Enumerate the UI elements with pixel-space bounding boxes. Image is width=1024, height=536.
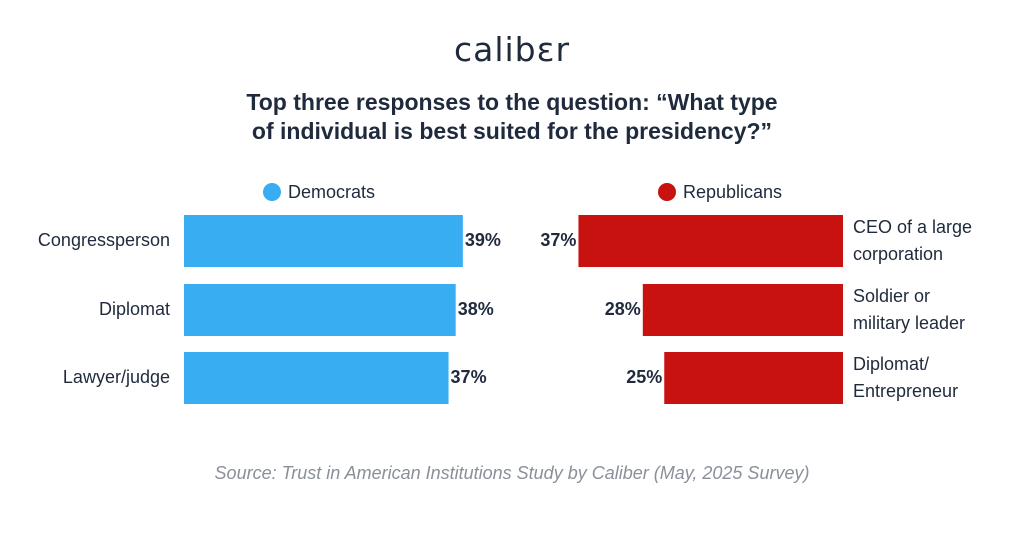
chart-title-line-1: Top three responses to the question: “Wh… <box>246 89 778 115</box>
category-label-republicans: corporation <box>853 244 943 264</box>
legend-marker-republicans <box>658 183 676 201</box>
bar-democrats <box>184 352 449 404</box>
value-label-republicans: 37% <box>540 230 576 250</box>
bar-republicans <box>578 215 843 267</box>
category-label-republicans: military leader <box>853 313 965 333</box>
value-label-democrats: 38% <box>458 299 494 319</box>
chart-title: Top three responses to the question: “Wh… <box>0 88 1024 146</box>
bar-republicans <box>664 352 843 404</box>
category-label-democrats: Diplomat <box>99 299 170 319</box>
category-label-republicans: CEO of a large <box>853 217 972 237</box>
category-label-democrats: Lawyer/judge <box>63 367 170 387</box>
legend-marker-democrats <box>263 183 281 201</box>
source-note: Source: Trust in American Institutions S… <box>214 463 810 483</box>
bar-republicans <box>642 284 843 336</box>
chart-title-line-2: of individual is best suited for the pre… <box>251 118 773 144</box>
legend-label-republicans: Republicans <box>683 182 782 202</box>
bar-democrats <box>184 215 463 267</box>
bar-democrats <box>184 284 456 336</box>
value-label-republicans: 28% <box>605 299 641 319</box>
legend-label-democrats: Democrats <box>288 182 375 202</box>
brand-logo: calibɛr <box>453 30 571 69</box>
category-label-democrats: Congressperson <box>38 230 170 250</box>
category-label-republicans: Diplomat/ <box>853 354 929 374</box>
category-label-republicans: Entrepreneur <box>853 381 958 401</box>
value-label-democrats: 39% <box>465 230 501 250</box>
value-label-republicans: 25% <box>626 367 662 387</box>
value-label-democrats: 37% <box>451 367 487 387</box>
category-label-republicans: Soldier or <box>853 286 930 306</box>
